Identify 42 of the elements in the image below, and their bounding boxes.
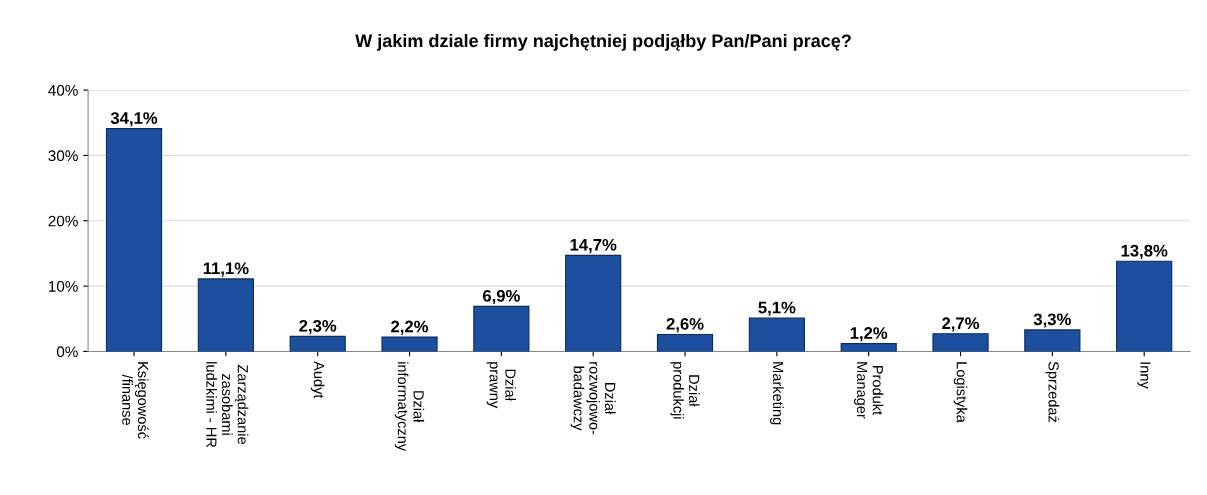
y-tick-label: 40% <box>48 84 78 96</box>
y-tick-label: 10% <box>48 280 78 292</box>
bar <box>656 333 714 352</box>
y-tick-label: 30% <box>48 150 78 162</box>
x-tick-label: Dział prawny <box>486 362 517 409</box>
x-tick-label: Sprzedaż <box>1045 361 1060 423</box>
x-tick-label: Dział produkcji <box>670 362 700 419</box>
bar <box>381 336 438 352</box>
data-label: 1,2% <box>850 327 888 342</box>
x-tick-label: Produkt Manager <box>854 362 884 419</box>
x-tick-label: Dział rozwojowo- badawczy <box>570 362 616 435</box>
data-label: 11,1% <box>203 262 249 277</box>
bar <box>1024 329 1081 352</box>
data-label: 13,8% <box>1121 244 1168 260</box>
bar <box>473 305 530 352</box>
x-tick-label: Dział informatyczny <box>394 362 425 452</box>
x-tick-label: Logistyka <box>953 362 968 423</box>
data-label: 6,9% <box>482 289 520 305</box>
data-label: 2,2% <box>391 320 429 335</box>
bar <box>197 278 254 352</box>
bar <box>105 128 163 352</box>
data-label: 2,7% <box>942 317 980 332</box>
x-tick-label: Księgowość /finanse <box>122 362 149 439</box>
bar <box>1116 260 1173 352</box>
data-label: 3,3% <box>1033 313 1071 328</box>
data-label: 2,6% <box>666 317 704 333</box>
bar <box>289 335 346 352</box>
bar <box>748 317 805 352</box>
y-tick-label: 0% <box>56 346 78 358</box>
chart-title: W jakim dziale firmy najchętniej podjąłby Pan/Pani pracę? <box>355 33 851 51</box>
data-label: 2,3% <box>299 319 337 335</box>
x-tick-label: Zarządzanie zasobami ludzkimi - HR <box>206 362 249 448</box>
bar <box>840 343 897 352</box>
x-tick-label: Marketing <box>770 362 784 425</box>
y-tick-label: 20% <box>48 215 78 227</box>
data-label: 34,1% <box>110 112 158 127</box>
x-tick-label: Audyt <box>310 361 325 399</box>
data-label: 5,1% <box>758 301 796 316</box>
bar <box>932 333 989 352</box>
bar <box>565 254 622 352</box>
data-label: 14,7% <box>570 238 617 254</box>
x-tick-label: Inny <box>1137 362 1151 389</box>
